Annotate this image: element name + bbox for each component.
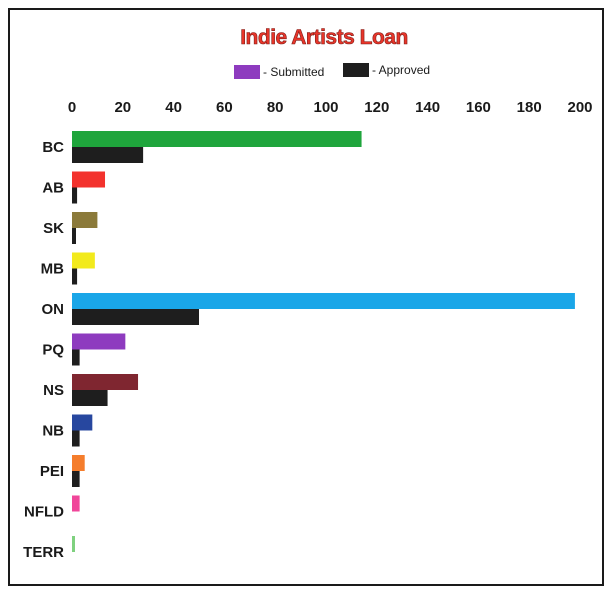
category-label: BC [42,139,64,156]
bar-submitted [72,374,139,390]
bar-approved [72,268,78,285]
bar-approved [72,349,80,366]
bar-approved [72,147,144,163]
bar-submitted [72,333,126,350]
bar-submitted [72,414,93,431]
x-tick-label: 60 [216,99,233,116]
x-tick-label: 160 [466,99,491,116]
category-labels: BC AB SK MB ON PQ NS NB PEI NFLD TERR [23,139,64,561]
x-tick-label: 200 [567,99,592,116]
x-tick-label: 40 [165,99,182,116]
bar-submitted [72,536,75,552]
x-tick-label: 20 [114,99,131,116]
x-tick-label: 0 [68,99,76,116]
bar-approved [72,187,78,204]
category-label: MB [41,261,64,278]
category-label: TERR [23,544,64,561]
legend-label-approved: - Approved [372,63,430,77]
legend-swatch-approved [343,63,369,77]
category-label: NS [43,382,64,399]
category-label: SK [43,220,64,237]
x-tick-label: 100 [313,99,338,116]
category-label: PQ [42,342,64,359]
bar-submitted [72,171,106,188]
category-label: PEI [40,463,64,480]
bars [72,131,575,552]
bar-approved [72,471,80,487]
bar-submitted [72,212,98,228]
x-tick-label: 180 [517,99,542,116]
chart-frame: Indie Artists Loan - Submitted - Approve… [8,8,604,586]
category-label: ON [42,301,65,318]
bar-submitted [72,455,85,471]
category-label: NFLD [24,504,64,521]
category-label: NB [42,423,64,440]
legend: - Submitted - Approved [234,63,430,79]
bar-submitted [72,131,362,147]
bar-chart: Indie Artists Loan - Submitted - Approve… [23,26,593,561]
x-tick-label: 120 [364,99,389,116]
bar-approved [72,430,80,447]
bar-submitted [72,252,95,269]
x-tick-label: 140 [415,99,440,116]
category-label: AB [42,180,64,197]
x-tick-label: 80 [267,99,284,116]
legend-swatch-submitted [234,65,260,79]
bar-submitted [72,495,80,512]
bar-approved [72,309,199,325]
legend-label-submitted: - Submitted [263,65,324,79]
bar-approved [72,390,108,406]
bar-submitted [72,293,575,309]
chart-title: Indie Artists Loan [240,26,408,49]
bar-approved [72,228,76,244]
x-axis-ticks: 0 20 40 60 80 100 120 140 160 180 200 [68,99,593,116]
